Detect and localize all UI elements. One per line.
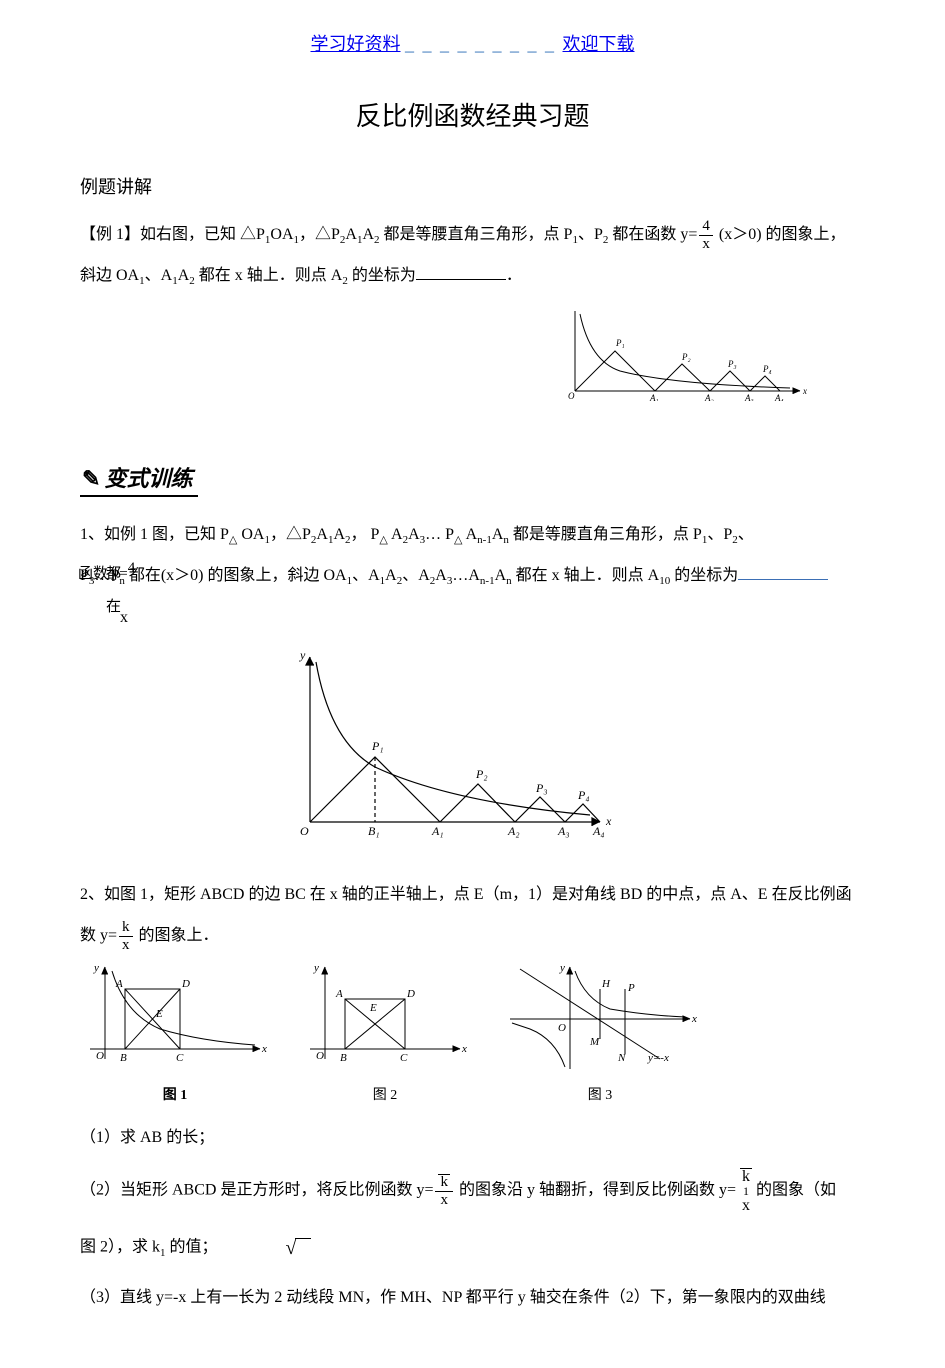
svg-text:B: B	[340, 1052, 347, 1064]
figure-q1: O B₁ A₁ A₂ A₃ A₄ P₁ P₂ P₃ P₄ x y	[280, 647, 865, 847]
figure-2: y x O A D B C E 图 2	[300, 959, 470, 1104]
top-header: 学习好资料 _ _ _ _ _ _ _ _ _ 欢迎下载	[80, 30, 865, 56]
svg-text:D: D	[406, 988, 415, 1000]
svg-text:y=-x: y=-x	[647, 1052, 669, 1064]
svg-text:y: y	[93, 962, 99, 974]
svg-text:O: O	[568, 391, 575, 401]
svg-text:x: x	[802, 386, 807, 396]
svg-text:M: M	[589, 1036, 600, 1048]
answer-blank-2	[738, 565, 828, 580]
svg-text:B₁: B₁	[368, 824, 380, 838]
svg-text:P₁: P₁	[371, 739, 384, 753]
subq-3: （3）直线 y=-x 上有一长为 2 动线段 MN，作 MH、NP 都平行 y …	[80, 1282, 865, 1314]
svg-text:O: O	[316, 1050, 324, 1062]
svg-text:P₂: P₂	[475, 767, 488, 781]
header-dashes: _ _ _ _ _ _ _ _ _	[405, 34, 563, 54]
svg-text:O: O	[558, 1022, 566, 1034]
svg-text:P₄: P₄	[762, 364, 772, 374]
header-left-link[interactable]: 学习好资料	[311, 34, 401, 54]
svg-text:D: D	[181, 978, 190, 990]
figure-1: y x O A D B C E 图 1	[80, 959, 270, 1104]
svg-text:O: O	[300, 824, 309, 838]
example-1-line2: 斜边 OA1、A1A2 都在 x 轴上．则点 A2 的坐标为．	[80, 258, 865, 293]
svg-text:P₃: P₃	[727, 359, 737, 369]
svg-text:A₁: A₁	[649, 393, 659, 401]
q2-line1: 2、如图 1，矩形 ABCD 的边 BC 在 x 轴的正半轴上，点 E（m，1）…	[80, 877, 865, 912]
svg-text:A₂: A₂	[507, 824, 520, 838]
figure-3: y x O H P M N y=-x 图 3	[500, 959, 700, 1104]
svg-text:A₄: A₄	[592, 824, 605, 838]
svg-text:P: P	[627, 982, 635, 994]
svg-text:E: E	[369, 1002, 377, 1014]
figure-row-three: y x O A D B C E 图 1	[80, 959, 865, 1104]
svg-text:C: C	[400, 1052, 408, 1064]
q1-x-label: x	[120, 600, 865, 635]
svg-text:B: B	[120, 1052, 127, 1064]
svg-text:P₂: P₂	[681, 352, 691, 362]
q2-line2: 数 y=kx 的图象上．	[80, 918, 865, 953]
svg-text:A₃: A₃	[744, 393, 754, 401]
example-1-line1: 【例 1】如右图，已知 △P1OA1，△P2A1A2 都是等腰直角三角形，点 P…	[80, 217, 865, 252]
svg-text:C: C	[176, 1052, 184, 1064]
subq-1: （1）求 AB 的长；	[80, 1122, 865, 1154]
svg-text:P₃: P₃	[535, 781, 548, 795]
svg-text:P₁: P₁	[615, 338, 625, 348]
zigzag-icon: ✎	[82, 466, 100, 491]
header-right-link[interactable]: 欢迎下载	[563, 34, 635, 54]
svg-text:A₁: A₁	[431, 824, 444, 838]
svg-text:x: x	[691, 1013, 697, 1025]
section-example-label: 例题讲解	[80, 173, 865, 199]
svg-text:A₂: A₂	[704, 393, 714, 401]
svg-text:x: x	[605, 814, 612, 828]
subq-2b: 图 2），求 k1 的值； √	[80, 1228, 865, 1268]
svg-text:y: y	[313, 962, 319, 974]
svg-text:x: x	[461, 1043, 467, 1055]
svg-text:A: A	[335, 988, 343, 1000]
figure-example-1: O P₁ P₂ P₃ P₄ A₁ A₂ A₃ A₄ x	[560, 306, 865, 401]
svg-text:x: x	[261, 1043, 267, 1055]
variant-training-header: ✎变式训练	[80, 431, 865, 517]
svg-text:y: y	[559, 962, 565, 974]
svg-text:P₄: P₄	[577, 788, 590, 802]
svg-text:E: E	[155, 1008, 163, 1020]
answer-blank-1	[416, 265, 506, 280]
svg-text:O: O	[96, 1050, 104, 1062]
svg-text:A₃: A₃	[557, 824, 570, 838]
svg-text:A: A	[115, 978, 123, 990]
svg-text:A₄: A₄	[774, 393, 784, 401]
q1-line1: 1、如例 1 图，已知 P△ OA1，△P2A1A2， P△ A2A3… P△ …	[80, 517, 865, 552]
svg-text:N: N	[617, 1052, 626, 1064]
page-title: 反比例函数经典习题	[80, 96, 865, 133]
subq-2: （2）当矩形 ABCD 是正方形时，将反比例函数 y=kx 的图象沿 y 轴翻折…	[80, 1168, 865, 1214]
svg-text:y: y	[299, 648, 306, 662]
q1-line2: P3…Pn 都在(x＞0) 的图象上，斜边 OA1、A1A2、A2A3…An-1…	[80, 558, 865, 593]
svg-text:H: H	[601, 978, 611, 990]
overlap-text: 函数 y=4都在	[78, 558, 135, 591]
